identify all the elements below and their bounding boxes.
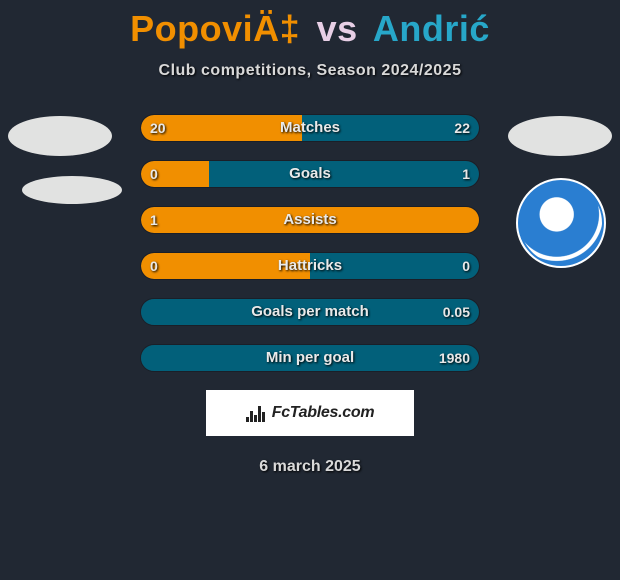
stat-value-left: 1 bbox=[150, 206, 158, 234]
comparison-date: 6 march 2025 bbox=[0, 458, 620, 476]
stat-value-left: 0 bbox=[150, 252, 158, 280]
stat-label: Goals bbox=[140, 160, 480, 188]
stat-row: Min per goal1980 bbox=[140, 344, 480, 372]
player2-avatar-ellipse bbox=[508, 116, 612, 156]
stat-label: Assists bbox=[140, 206, 480, 234]
stat-row: Hattricks0 0 bbox=[140, 252, 480, 280]
stat-label: Matches bbox=[140, 114, 480, 142]
stat-row: Assists1 bbox=[140, 206, 480, 234]
comparison-title: PopoviÄ‡ vs Andrić bbox=[0, 0, 620, 50]
vs-separator: vs bbox=[317, 8, 358, 49]
stat-value-right: 0 bbox=[462, 252, 470, 280]
stat-row: Goals per match0.05 bbox=[140, 298, 480, 326]
player2-name: Andrić bbox=[373, 8, 490, 49]
fctables-logo-icon bbox=[246, 404, 268, 422]
player1-avatar-ellipse bbox=[8, 116, 112, 156]
subtitle: Club competitions, Season 2024/2025 bbox=[0, 62, 620, 80]
stat-value-right: 1980 bbox=[439, 344, 470, 372]
stat-label: Min per goal bbox=[140, 344, 480, 372]
stat-label: Goals per match bbox=[140, 298, 480, 326]
stat-row: Matches20 22 bbox=[140, 114, 480, 142]
fctables-brand-text: FcTables.com bbox=[272, 404, 375, 422]
player1-club-ellipse bbox=[22, 176, 122, 204]
stats-bars-container: Matches2022Goals01Assists1Hattricks00Goa… bbox=[140, 114, 480, 372]
stat-label: Hattricks bbox=[140, 252, 480, 280]
stat-value-right: 22 bbox=[454, 114, 470, 142]
stat-value-right: 1 bbox=[462, 160, 470, 188]
stat-value-left: 0 bbox=[150, 160, 158, 188]
fctables-brand-box[interactable]: FcTables.com bbox=[206, 390, 414, 436]
stat-row: Goals0 1 bbox=[140, 160, 480, 188]
stat-value-right: 0.05 bbox=[443, 298, 470, 326]
player1-name: PopoviÄ‡ bbox=[130, 8, 300, 49]
player2-club-badge bbox=[516, 178, 606, 268]
stat-value-left: 20 bbox=[150, 114, 166, 142]
